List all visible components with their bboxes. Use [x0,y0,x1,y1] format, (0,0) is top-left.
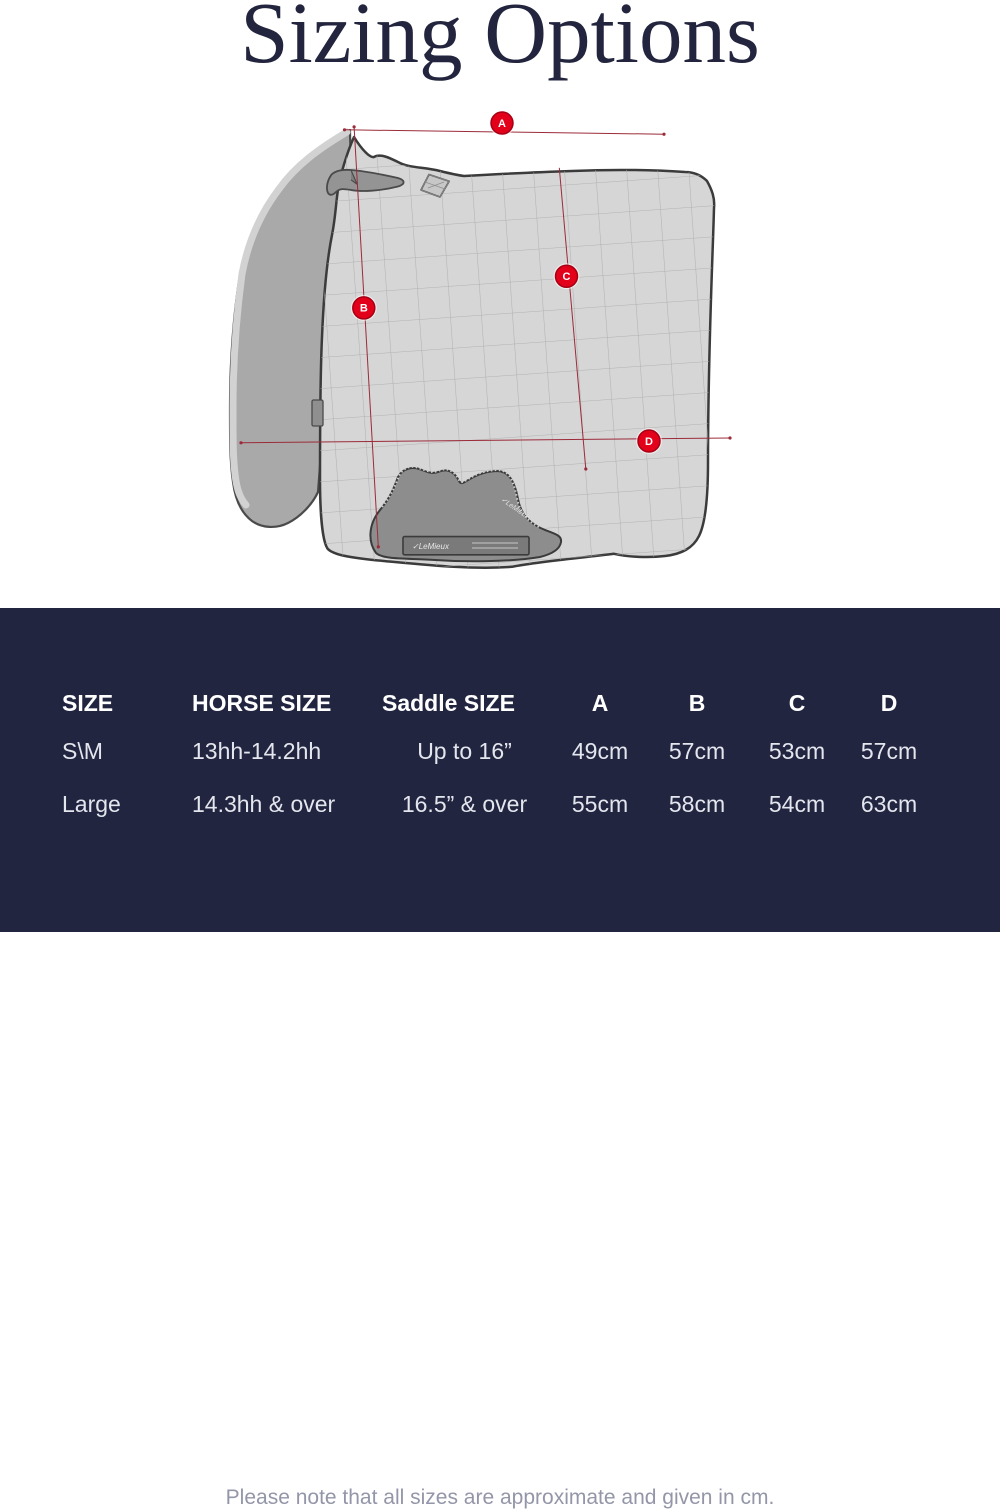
svg-text:A: A [498,118,506,130]
svg-text:✓LeMieux: ✓LeMieux [412,542,450,551]
svg-text:C: C [563,271,571,283]
svg-text:B: B [360,303,368,315]
svg-text:D: D [645,436,653,448]
